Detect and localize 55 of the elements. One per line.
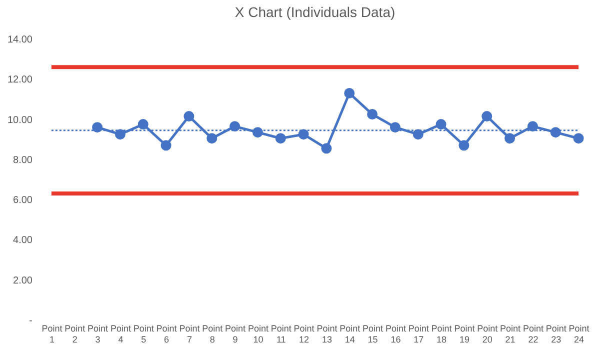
y-tick-label: 8.00 [13,154,33,166]
point [412,129,424,140]
x-tick-label: Point 10 [248,324,269,344]
point [252,127,263,138]
x-tick-label: Point 19 [454,324,476,344]
y-tick-label: - [29,316,32,326]
x-tick-label: Point 11 [270,324,292,344]
x-tick-label: Point 1 [42,324,63,344]
x-tick-label: Point 2 [64,324,86,344]
x-tick-label: Point 23 [546,324,567,344]
x-tick-label: Point 15 [362,324,384,344]
point [458,140,470,151]
y-tick-label: 12.00 [7,74,33,86]
x-tick-label: Point 6 [156,324,178,344]
point [206,133,218,144]
x-tick-label: Point 13 [316,324,338,344]
point [504,133,516,144]
point [573,133,584,144]
y-tick-label: 6.00 [13,195,33,206]
x-tick-label: Point 20 [477,324,498,344]
x-tick-label: Point 5 [133,324,154,344]
point [92,122,103,133]
x-tick-label: Point 14 [340,324,361,344]
x-tick-label: Point 9 [225,324,246,344]
x-tick-label: Point 3 [88,324,109,344]
point [390,122,400,133]
point [482,111,492,122]
x-tick-label: Point 17 [408,324,430,344]
chart-title: X Chart (Individuals Data) [234,4,396,20]
x-tick-label: Point 4 [110,324,132,344]
point [160,140,172,151]
x-tick-label: Point 12 [294,324,315,344]
y-tick-label: 14.00 [7,34,33,46]
point [321,143,332,154]
point [527,121,538,132]
point [298,129,309,140]
x-tick-label: Point 24 [568,324,590,344]
point [230,121,240,132]
point [184,111,194,122]
y-tick-label: 4.00 [13,235,33,246]
x-tick-label: Point 7 [179,324,200,344]
x-tick-label: Point 16 [385,324,406,344]
y-tick-label: 10.00 [7,114,33,126]
point [344,88,355,98]
y-tick-label: 2.00 [13,275,33,286]
point [114,129,126,140]
x-tick-label: Point 21 [500,324,522,344]
x-tick-label: Point 18 [431,324,452,344]
x-tick-label: Point 8 [202,324,224,344]
point [436,119,446,130]
point [550,127,561,138]
x-tick-label: Point 22 [522,324,544,344]
point [275,133,286,144]
point [367,109,378,120]
point [138,119,148,130]
